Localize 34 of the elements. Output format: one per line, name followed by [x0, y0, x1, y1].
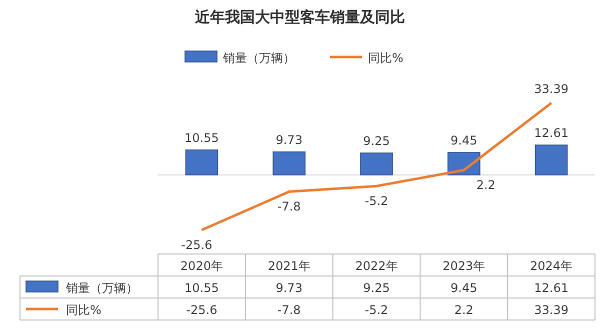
bar — [360, 152, 393, 176]
text: -7.8 — [277, 303, 301, 317]
x-tick-label: 2021年 — [268, 259, 310, 273]
text: -25.6 — [186, 303, 218, 317]
x-tick-label: 2022年 — [355, 259, 398, 273]
text: 销量（万辆） — [66, 281, 138, 295]
text: 9.45 — [450, 281, 478, 295]
text: 同比% — [66, 303, 102, 317]
legend-label: 销量（万辆） — [222, 51, 295, 65]
data-label: 9.25 — [363, 134, 390, 148]
x-tick-label: 2024年 — [530, 259, 573, 273]
data-label: 9.73 — [276, 132, 302, 147]
data-label: -7.8 — [277, 200, 301, 214]
data-label: -25.6 — [181, 238, 212, 252]
data-label: -5.2 — [364, 194, 388, 208]
text: 33.39 — [534, 303, 568, 317]
x-tick-label: 2020年 — [180, 259, 223, 273]
bar — [185, 149, 218, 176]
chart-title: 近年我国大中型客车销量及同比 — [194, 8, 405, 26]
data-label: 10.55 — [184, 130, 219, 145]
text: -5.2 — [364, 303, 388, 317]
text: 10.55 — [184, 281, 219, 295]
bar — [272, 151, 306, 176]
data-label: 33.39 — [534, 82, 568, 96]
text: 9.73 — [276, 281, 302, 295]
x-tick-label: 2023年 — [442, 259, 486, 273]
text: 12.61 — [534, 281, 568, 295]
bar — [534, 144, 568, 176]
data-label: 12.61 — [534, 126, 568, 140]
data-label: 9.45 — [450, 133, 478, 148]
data-label: 2.2 — [476, 178, 496, 192]
legend-label: 同比% — [368, 51, 404, 65]
text: 9.25 — [363, 281, 390, 295]
text: 2.2 — [454, 303, 474, 317]
